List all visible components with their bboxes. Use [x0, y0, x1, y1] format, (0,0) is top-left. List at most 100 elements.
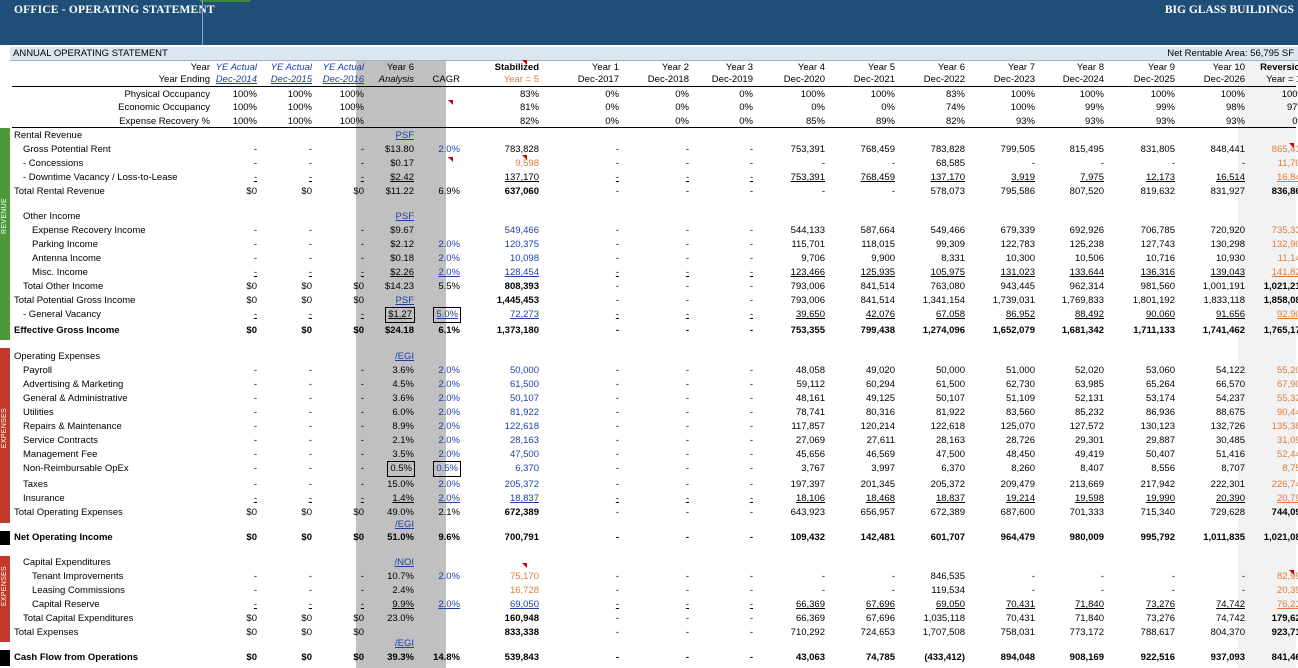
cell: $2.42: [390, 172, 414, 183]
row-label: Insurance: [23, 493, 65, 504]
cell: $0.17: [390, 158, 414, 169]
cell: 679,339: [1000, 225, 1035, 236]
cell: 137,170: [930, 172, 965, 183]
cell: $0: [301, 613, 312, 624]
cell: -: [308, 309, 312, 320]
statement-row: Total Operating Expenses $0 $0 $0 49.0% 2.1% 6…: [12, 506, 1298, 520]
cell: 98%: [1225, 102, 1245, 113]
header-cell: Year = 5: [503, 74, 539, 85]
cell: -: [253, 379, 257, 390]
header-divider: [12, 86, 1296, 87]
cell: $0: [353, 532, 364, 543]
cell: $0: [246, 627, 257, 638]
cell: -: [253, 239, 257, 250]
cell: 0%: [605, 102, 619, 113]
cell: 1.4%: [392, 493, 414, 504]
cell: 70,431: [1005, 599, 1035, 610]
cell: $0: [301, 186, 312, 197]
row-label: Antenna Income: [32, 253, 102, 264]
cell: -: [685, 379, 689, 390]
cell: -: [308, 585, 312, 596]
cell: -: [821, 585, 825, 596]
row-label: Capital Reserve: [32, 599, 100, 610]
cell: 131,023: [1000, 267, 1035, 278]
cell: 724,653: [860, 627, 895, 638]
cell: 28,163: [935, 435, 965, 446]
cell: 82%: [945, 116, 965, 127]
capex-band: EXPENSES: [0, 556, 10, 642]
cell: -: [615, 652, 619, 663]
cell: -: [360, 571, 364, 582]
cell: 67,696: [865, 599, 895, 610]
statement-row: Gross Potential Rent - - - $13.80 2.0% 783,828…: [12, 143, 1298, 157]
header-cell: Dec-2025: [1133, 74, 1175, 85]
row-label: Total Expenses: [14, 627, 79, 638]
cell: -: [1031, 158, 1035, 169]
cell: 7,975: [1080, 172, 1104, 183]
cell: 90,449: [1276, 407, 1298, 418]
cell: -: [749, 599, 753, 610]
cell: -: [615, 325, 619, 336]
cell: -: [1100, 585, 1104, 596]
cell: -: [308, 144, 312, 155]
cell: 10,716: [1145, 253, 1175, 264]
cell: 54,122: [1215, 365, 1245, 376]
cell: 1,801,192: [1132, 295, 1175, 306]
row-label: Misc. Income: [32, 267, 88, 278]
row-label: Tenant Improvements: [32, 571, 124, 582]
row-label: General & Administrative: [23, 393, 128, 404]
cell: -: [253, 421, 257, 432]
cell: 51,109: [1005, 393, 1035, 404]
row-label: Effective Gross Income: [14, 325, 120, 336]
cell: 86,936: [1145, 407, 1175, 418]
cell: 100%: [870, 89, 895, 100]
cell: -: [749, 407, 753, 418]
cell: 31,094: [1276, 435, 1298, 446]
cell: 0.5%: [387, 461, 415, 477]
cell: 8,556: [1151, 463, 1175, 474]
cell: $0: [353, 507, 364, 518]
cell: 10,300: [1005, 253, 1035, 264]
cell: -: [360, 309, 364, 320]
cell: 100%: [339, 89, 364, 100]
cell: $0: [301, 281, 312, 292]
cell: 51,000: [1005, 365, 1035, 376]
header-cell: Dec-2016: [322, 74, 364, 85]
cell: 69,050: [935, 599, 965, 610]
cell: 59,112: [796, 379, 825, 390]
statement-row: Physical Occupancy 100% 100% 100% 83% 0% 0% 0% 1…: [12, 88, 1298, 102]
cell: -: [1171, 571, 1175, 582]
comment-marker: [1289, 143, 1294, 148]
cell: $0.18: [390, 253, 414, 264]
cell: 3,997: [871, 463, 895, 474]
cell: (433,412): [924, 652, 965, 663]
cell: -: [253, 225, 257, 236]
cell: -: [253, 479, 257, 490]
cell: -: [821, 571, 825, 582]
cell: 2.0%: [438, 393, 460, 404]
cell: 130,298: [1210, 239, 1245, 250]
cell: -: [253, 393, 257, 404]
cell: -: [685, 507, 689, 518]
statement-row: Parking Income - - - $2.12 2.0% 120,375 - - - 115,…: [12, 238, 1298, 252]
row-label: - Downtime Vacancy / Loss-to-Lease: [23, 172, 178, 183]
cell: 93%: [1225, 116, 1245, 127]
cell: 964,479: [1000, 532, 1035, 543]
cell: 9.6%: [438, 532, 460, 543]
statement-row: Advertising & Marketing - - - 4.5% 2.0% 61,500…: [12, 378, 1298, 392]
cell: 720,920: [1210, 225, 1245, 236]
statement-row: Antenna Income - - - $0.18 2.0% 10,098 - - - 9,706…: [12, 252, 1298, 266]
statement-row: - Concessions - - - $0.17 9,598 - - - - - 68,585 - - -…: [12, 157, 1298, 171]
cell: -: [615, 365, 619, 376]
cell: -: [308, 239, 312, 250]
cell: 0%: [739, 102, 753, 113]
header-cell: YE Actual: [215, 62, 257, 73]
cell: 71,840: [1074, 599, 1104, 610]
cell: 132,904: [1271, 239, 1298, 250]
cell: 0%: [739, 116, 753, 127]
cell: 100%: [232, 116, 257, 127]
cell: 119,534: [931, 585, 965, 596]
row-label: Net Operating Income: [14, 532, 113, 543]
cell: -: [749, 309, 753, 320]
cell: 1,652,079: [992, 325, 1035, 336]
